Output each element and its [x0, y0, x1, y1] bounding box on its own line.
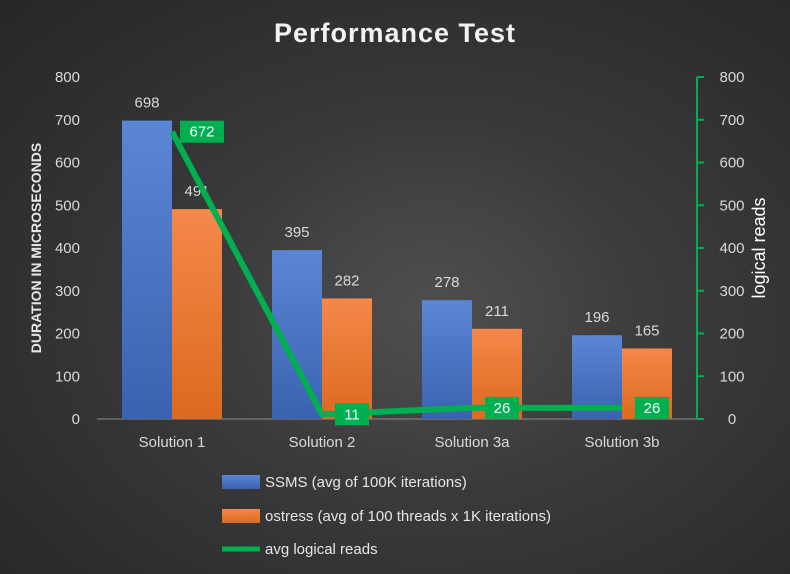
y-tick-label: 100 — [55, 368, 80, 385]
secondary-y-tick-label: 500 — [719, 197, 744, 214]
line-data-label: 672 — [189, 124, 214, 141]
y-tick-label: 800 — [55, 69, 80, 86]
bar-data-label: 698 — [134, 95, 159, 112]
bar-data-label: 278 — [434, 274, 459, 291]
category-label: Solution 1 — [139, 434, 206, 451]
legend-item: avg logical reads — [265, 541, 378, 558]
line-data-label: 26 — [494, 400, 511, 417]
category-label: Solution 2 — [289, 434, 356, 451]
y-tick-label: 600 — [55, 155, 80, 172]
secondary-y-tick-label: 200 — [719, 326, 744, 343]
secondary-y-tick-label: 700 — [719, 112, 744, 129]
bar-ssms — [422, 300, 472, 419]
line-data-label: 26 — [644, 400, 661, 417]
y-tick-label: 300 — [55, 283, 80, 300]
y-axis-label: DURATION IN MICROSECONDS — [28, 143, 44, 354]
line-data-label-box — [635, 396, 669, 419]
y-tick-label: 0 — [72, 411, 80, 428]
secondary-y-tick-label: 0 — [728, 411, 736, 428]
legend-item: ostress (avg of 100 threads x 1K iterati… — [265, 508, 551, 525]
secondary-y-tick-label: 400 — [719, 240, 744, 257]
secondary-y-axis-label: logical reads — [749, 197, 769, 298]
line-data-label-box — [335, 403, 369, 426]
y-tick-label: 400 — [55, 240, 80, 257]
chart-title: Performance Test — [274, 18, 516, 48]
line-data-label-box — [485, 396, 519, 419]
bar-ostress — [322, 298, 372, 419]
y-tick-label: 500 — [55, 197, 80, 214]
bar-data-label: 165 — [634, 322, 659, 339]
legend-swatch — [222, 509, 260, 523]
y-tick-label: 200 — [55, 326, 80, 343]
line-data-label: 11 — [344, 406, 360, 423]
bar-data-label: 196 — [584, 309, 609, 326]
bar-ostress — [172, 209, 222, 419]
secondary-y-tick-label: 100 — [719, 368, 744, 385]
category-label: Solution 3a — [434, 434, 510, 451]
bar-data-label: 395 — [284, 224, 309, 241]
legend-swatch — [222, 475, 260, 489]
bar-data-label: 282 — [334, 272, 359, 289]
line-data-label-box — [180, 120, 224, 143]
secondary-y-tick-label: 600 — [719, 155, 744, 172]
bar-data-label: 211 — [485, 303, 509, 320]
legend-item: SSMS (avg of 100K iterations) — [265, 474, 467, 491]
bar-ssms — [122, 120, 172, 419]
secondary-y-tick-label: 300 — [719, 283, 744, 300]
line-avg-logical-reads — [169, 130, 622, 418]
y-tick-label: 700 — [55, 112, 80, 129]
category-label: Solution 3b — [584, 434, 659, 451]
secondary-y-tick-label: 800 — [719, 69, 744, 86]
